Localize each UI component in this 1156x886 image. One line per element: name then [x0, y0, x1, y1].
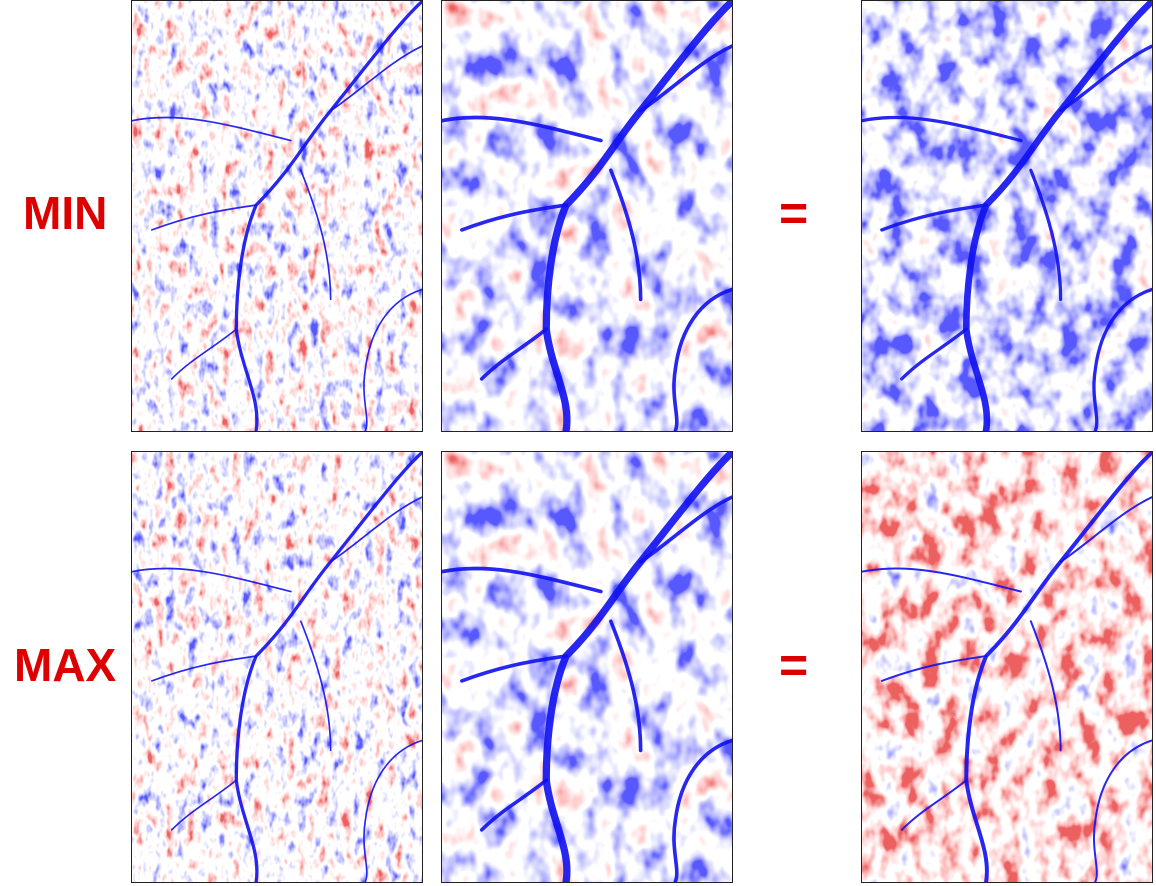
terrain-texture — [442, 452, 732, 882]
river-network — [442, 1, 732, 431]
terrain-texture — [132, 452, 422, 882]
terrain-texture — [862, 452, 1152, 882]
terrain-texture — [862, 1, 1152, 431]
max-result-map — [861, 451, 1153, 883]
min-coarse-scale-map — [441, 0, 733, 432]
max-coarse-scale-map — [441, 451, 733, 883]
min-result-map — [861, 0, 1153, 432]
river-network — [442, 452, 732, 882]
row-label-min: MIN — [23, 187, 108, 239]
max-fine-scale-map — [131, 451, 423, 883]
row-label-max: MAX — [14, 639, 117, 691]
river-network — [862, 1, 1152, 431]
terrain-texture — [442, 1, 732, 431]
min-fine-scale-map — [131, 0, 423, 432]
river-network — [132, 452, 422, 882]
equals-sign-max: = — [779, 637, 809, 693]
equals-sign-min: = — [779, 185, 809, 241]
river-network — [132, 1, 422, 431]
terrain-texture — [132, 1, 422, 431]
river-network — [862, 452, 1152, 882]
